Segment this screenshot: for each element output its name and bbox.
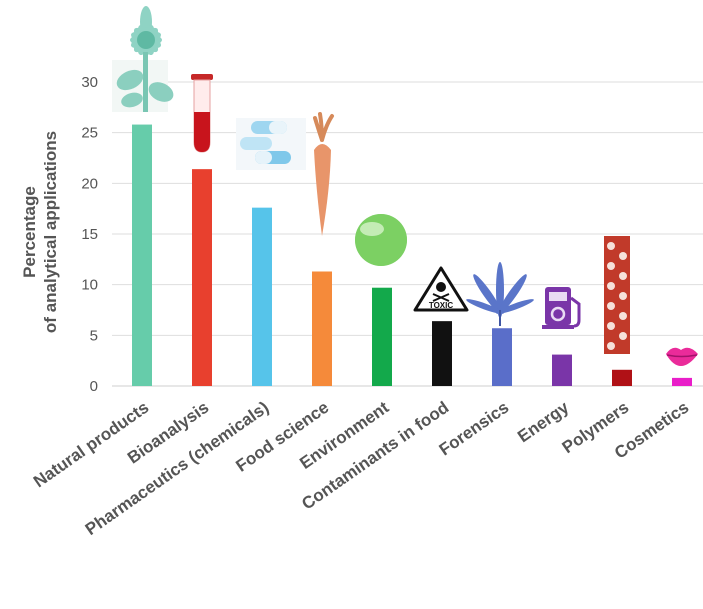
y-tick-label: 5 bbox=[90, 327, 98, 344]
category-icons: TOXIC bbox=[112, 6, 698, 366]
toxic-warning-icon: TOXIC bbox=[413, 266, 469, 312]
sunflower-icon bbox=[112, 6, 174, 112]
y-tick-label: 20 bbox=[81, 175, 98, 192]
y-tick-label: 0 bbox=[90, 378, 98, 395]
y-axis-ticks: 0 5 10 15 20 25 30 bbox=[81, 74, 98, 395]
cannabis-leaf-icon bbox=[466, 262, 534, 326]
bar bbox=[492, 328, 512, 386]
bar bbox=[192, 169, 212, 386]
polymer-chain-icon bbox=[604, 236, 630, 354]
bar bbox=[312, 271, 332, 386]
bars bbox=[132, 124, 692, 386]
carrot-icon bbox=[313, 112, 334, 236]
y-tick-label: 10 bbox=[81, 277, 98, 294]
bar bbox=[672, 377, 692, 386]
y-axis-title-line1: Percentage bbox=[20, 186, 39, 278]
toxic-text: TOXIC bbox=[429, 301, 454, 310]
y-axis-title-line2: of analytical applications bbox=[41, 131, 60, 333]
fuel-pump-icon bbox=[542, 287, 581, 329]
test-tube-icon bbox=[191, 74, 213, 153]
x-axis-labels: Natural productsBioanalysisPharmaceutics… bbox=[30, 397, 692, 539]
bar bbox=[612, 369, 632, 386]
bar bbox=[252, 207, 272, 386]
y-tick-label: 30 bbox=[81, 74, 98, 91]
bar bbox=[432, 321, 452, 386]
bar bbox=[132, 124, 152, 386]
y-tick-label: 15 bbox=[81, 226, 98, 243]
green-globe-icon bbox=[355, 214, 407, 266]
pills-icon bbox=[236, 118, 306, 170]
bar bbox=[552, 354, 572, 386]
y-tick-label: 25 bbox=[81, 125, 98, 142]
lips-icon bbox=[666, 347, 698, 366]
bar bbox=[372, 287, 392, 386]
y-axis-title: Percentage of analytical applications bbox=[20, 131, 60, 333]
